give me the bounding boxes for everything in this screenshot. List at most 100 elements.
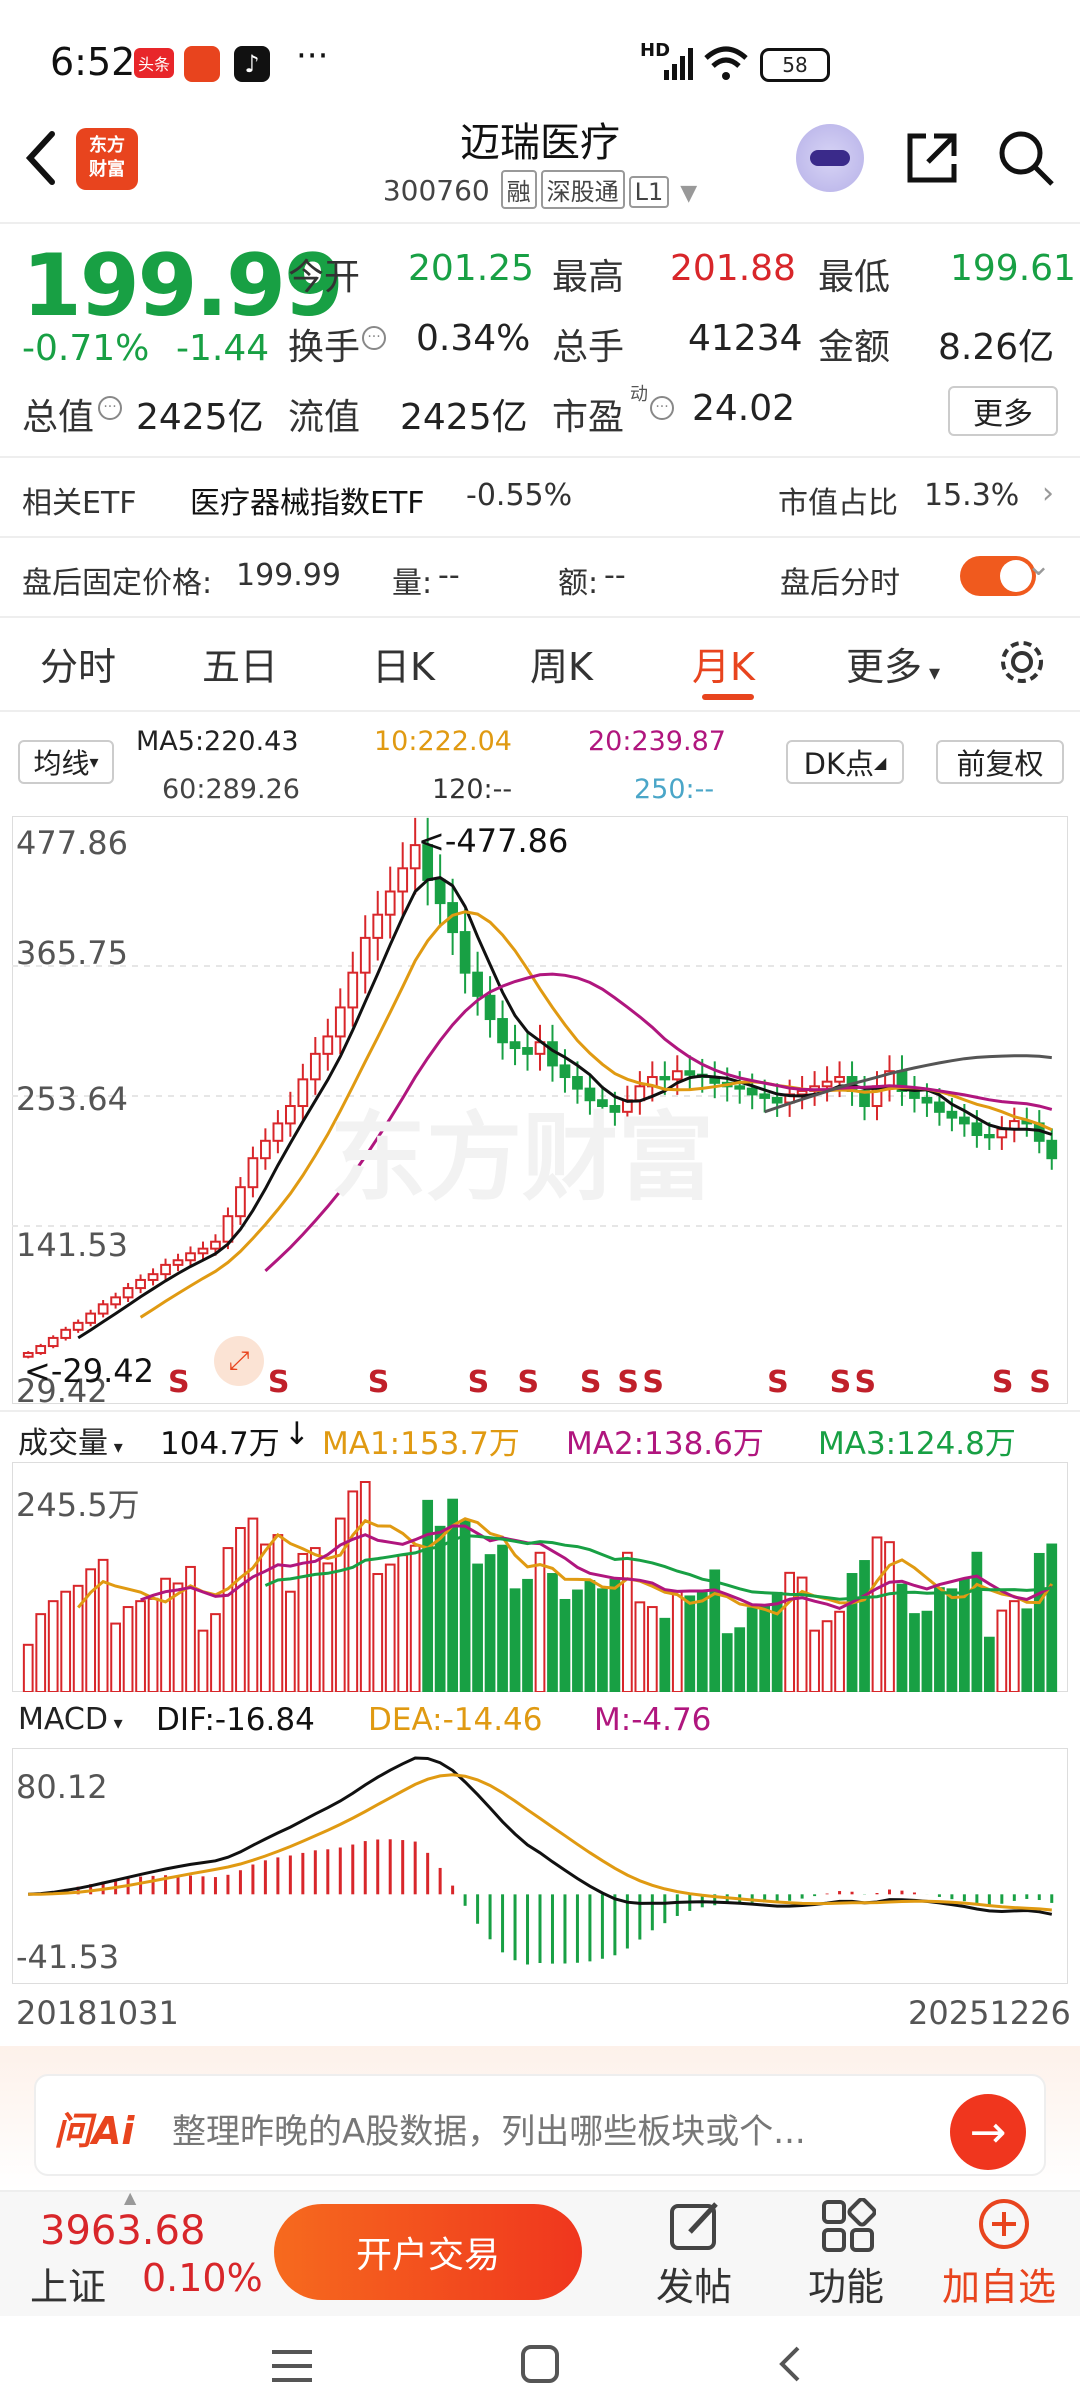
volume-current: 104.7万 (160, 1426, 280, 1462)
tab-monthly-k[interactable]: 月K (692, 645, 755, 689)
volume-bar (946, 1588, 958, 1692)
volume-bar (47, 1600, 59, 1692)
macd-select[interactable]: MACD ▾ (18, 1702, 123, 1737)
ai-input[interactable] (34, 2074, 1046, 2176)
nav-back-icon[interactable] (776, 2344, 804, 2384)
signal-icon (664, 48, 693, 80)
candle (135, 1278, 146, 1290)
low-label: 最低 (818, 257, 891, 298)
home-icon[interactable] (520, 2344, 560, 2384)
forward-adjust-button[interactable]: 前复权 (936, 740, 1064, 784)
candle (60, 1328, 72, 1339)
back-arrow-icon[interactable] (22, 128, 58, 188)
volume-bar (1021, 1608, 1033, 1692)
volume-bar (197, 1629, 209, 1692)
volume-bar (846, 1573, 858, 1692)
stock-code-row[interactable]: 300760 融深股通 L1 ▼ (0, 170, 1080, 209)
dk-point-button[interactable]: DK点 ◢ (786, 740, 904, 784)
volume-bar (484, 1554, 496, 1692)
volume-bar (896, 1583, 908, 1692)
info-icon[interactable]: ··· (650, 396, 674, 420)
x-start-date: 20181031 (16, 1994, 179, 2032)
y-tick-2: 365.75 (16, 934, 128, 972)
volume-bar (35, 1613, 47, 1692)
ma60-line (764, 1054, 1052, 1114)
function-label[interactable]: 功能 (808, 2265, 885, 2309)
volume-bar (297, 1552, 309, 1692)
gear-icon[interactable] (996, 636, 1048, 688)
change-percent: -0.71% (22, 328, 150, 369)
search-icon[interactable] (996, 128, 1056, 188)
menu-icon[interactable] (270, 2348, 314, 2384)
function-grid-icon[interactable] (820, 2198, 876, 2254)
expand-icon[interactable]: ⤢ (214, 1336, 264, 1386)
last-price: 199.99 (22, 236, 344, 336)
ma-select[interactable]: 均线 ▾ (18, 740, 114, 784)
macd-dif: DIF:-16.84 (156, 1702, 315, 1738)
add-watchlist-label[interactable]: 加自选 (942, 2265, 1057, 2309)
macd-chart[interactable] (12, 1748, 1068, 1984)
info-icon[interactable]: ··· (98, 396, 122, 420)
status-time: 6:52 (50, 40, 136, 84)
open-account-trade-button[interactable]: 开户交易 (274, 2204, 582, 2300)
macd-y-tick-top: 80.12 (16, 1768, 108, 1806)
volume-bar (272, 1534, 284, 1692)
candle (459, 931, 471, 974)
divider (0, 456, 1080, 458)
tab-weekly-k[interactable]: 周K (530, 645, 593, 689)
volume-bar (172, 1582, 184, 1692)
max-annotation: <-477.86 (418, 822, 569, 860)
afterhours-amt-label: 额: (558, 566, 599, 601)
afterhours-toggle[interactable] (960, 556, 1036, 596)
candle (97, 1303, 109, 1315)
chevron-down-icon: ▼ (680, 181, 698, 206)
volume-bar (160, 1577, 171, 1692)
tab-5day[interactable]: 五日 (202, 645, 279, 689)
candle (309, 1052, 321, 1081)
add-watchlist-icon[interactable] (976, 2196, 1032, 2252)
tab-intraday[interactable]: 分时 (40, 645, 117, 689)
post-icon[interactable] (668, 2198, 724, 2254)
index-change: 0.10% (142, 2256, 263, 2300)
candle (409, 844, 421, 870)
volume-bar (1046, 1543, 1058, 1692)
stock-code: 300760 (382, 174, 490, 207)
volume-label: 总手 (552, 327, 625, 368)
ai-send-button[interactable]: → (950, 2094, 1026, 2170)
etf-name[interactable]: 医疗器械指数ETF (190, 486, 425, 521)
volume-bar (671, 1590, 683, 1692)
volume-bar (934, 1587, 945, 1692)
volume-chart[interactable] (12, 1462, 1068, 1692)
volume-bar (409, 1544, 421, 1692)
info-icon[interactable]: ··· (362, 326, 386, 350)
tab-daily-k[interactable]: 日K (372, 645, 435, 689)
ma250-value: 250:-- (634, 774, 715, 805)
eastmoney-logo: 东方 财富 (76, 128, 138, 190)
sell-signal: S (518, 1365, 540, 1400)
etf-label: 相关ETF (22, 486, 137, 521)
volume-bar (222, 1547, 234, 1692)
post-label[interactable]: 发帖 (656, 2265, 733, 2309)
tab-more[interactable]: 更多 ▾ (846, 645, 941, 689)
volume-bar (572, 1589, 583, 1692)
afterhours-vol-label: 量: (392, 566, 433, 601)
level-tag: L1 (628, 176, 670, 208)
candle (434, 878, 446, 905)
index-value[interactable]: 3963.68 (40, 2208, 206, 2254)
candle (934, 1101, 945, 1113)
candle (359, 936, 371, 974)
volume-bar (122, 1606, 134, 1692)
assistant-avatar[interactable] (796, 124, 864, 192)
chevron-right-icon[interactable]: › (1042, 476, 1054, 511)
candle (959, 1116, 970, 1125)
afterhours-vol: -- (438, 558, 460, 593)
volume-select[interactable]: 成交量 ▾ (18, 1426, 123, 1461)
candle (334, 1006, 346, 1038)
more-quote-button[interactable]: 更多 (948, 386, 1058, 436)
share-icon[interactable] (904, 130, 960, 186)
candle (247, 1157, 259, 1189)
volume-bar (509, 1588, 521, 1692)
candle (284, 1105, 296, 1125)
chevron-down-icon[interactable]: ⌄ (1026, 548, 1052, 583)
